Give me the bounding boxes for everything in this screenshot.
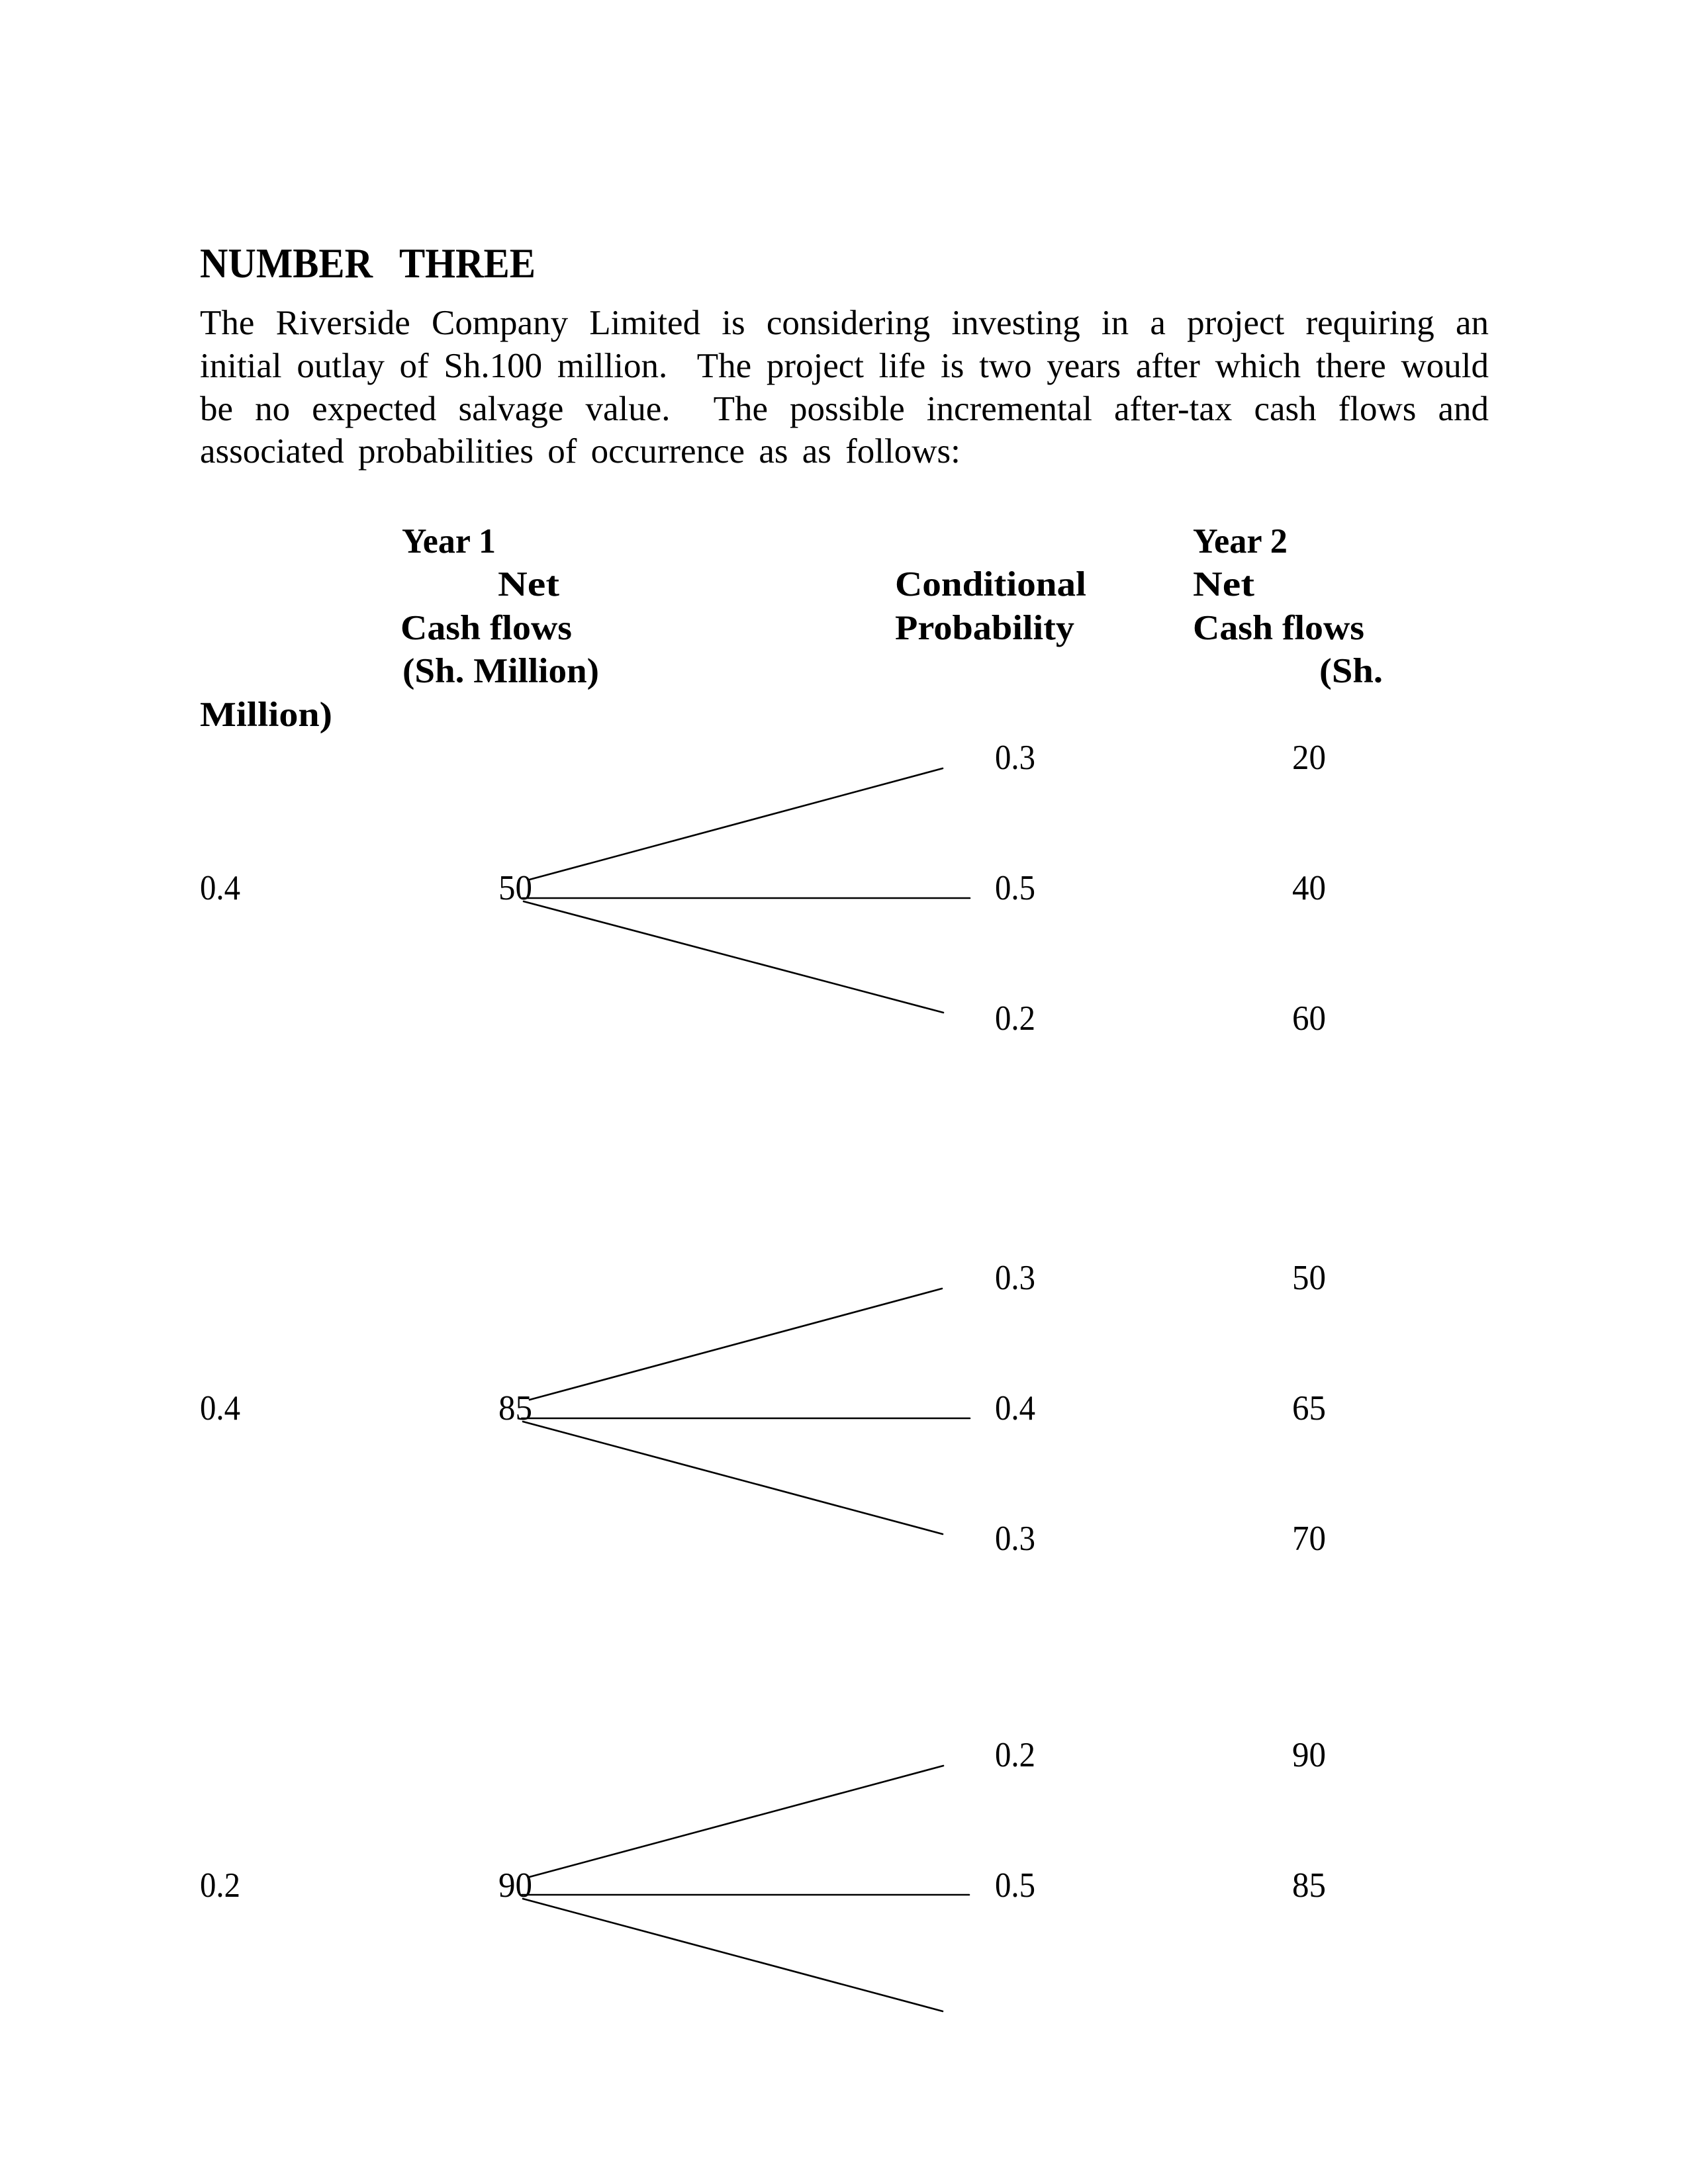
svg-text:60: 60 xyxy=(1292,999,1326,1038)
svg-text:NUMBER: NUMBER xyxy=(200,240,373,287)
svg-text:0.2: 0.2 xyxy=(200,1866,240,1905)
svg-text:Conditional: Conditional xyxy=(895,565,1086,604)
svg-text:0.3: 0.3 xyxy=(995,1520,1035,1558)
svg-text:THREE: THREE xyxy=(399,240,536,287)
svg-text:0.3: 0.3 xyxy=(995,1259,1035,1297)
svg-text:(Sh. Million): (Sh. Million) xyxy=(402,652,599,690)
svg-text:0.3: 0.3 xyxy=(995,739,1035,777)
svg-text:0.4: 0.4 xyxy=(995,1389,1035,1428)
svg-text:85: 85 xyxy=(498,1389,532,1428)
svg-text:Net: Net xyxy=(1193,565,1254,604)
svg-text:0.5: 0.5 xyxy=(995,869,1035,907)
svg-text:Cash flows: Cash flows xyxy=(1193,609,1364,647)
svg-text:Year 2: Year 2 xyxy=(1193,522,1288,561)
svg-text:Year 1: Year 1 xyxy=(402,522,496,561)
svg-text:50: 50 xyxy=(1292,1259,1326,1297)
svg-text:0.2: 0.2 xyxy=(995,999,1035,1038)
svg-text:0.2: 0.2 xyxy=(995,1736,1035,1774)
svg-text:Probability: Probability xyxy=(895,609,1074,647)
svg-text:0.5: 0.5 xyxy=(995,1866,1035,1905)
svg-text:90: 90 xyxy=(1292,1736,1326,1774)
svg-text:20: 20 xyxy=(1292,739,1326,777)
svg-text:(Sh.: (Sh. xyxy=(1319,652,1383,690)
svg-text:Million): Million) xyxy=(200,696,332,734)
svg-text:Net: Net xyxy=(498,565,559,604)
svg-text:70: 70 xyxy=(1292,1520,1326,1558)
svg-text:65: 65 xyxy=(1292,1389,1326,1428)
svg-text:40: 40 xyxy=(1292,869,1326,907)
svg-text:50: 50 xyxy=(498,869,532,907)
svg-text:0.4: 0.4 xyxy=(200,869,240,907)
svg-text:0.4: 0.4 xyxy=(200,1389,240,1428)
svg-text:85: 85 xyxy=(1292,1866,1326,1905)
svg-text:Cash flows: Cash flows xyxy=(400,609,572,647)
svg-text:90: 90 xyxy=(498,1866,532,1905)
